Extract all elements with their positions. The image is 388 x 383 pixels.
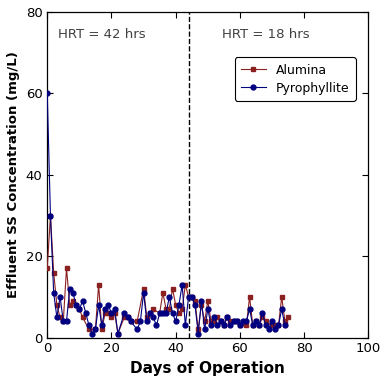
Alumina [263, 319, 268, 324]
Pyrophyllite [247, 307, 252, 311]
Alumina [286, 315, 291, 319]
Pyrophyllite [263, 323, 268, 328]
Pyrophyllite [282, 323, 287, 328]
Alumina [270, 323, 274, 328]
Line: Pyrophyllite: Pyrophyllite [45, 91, 288, 336]
Alumina [225, 315, 229, 319]
Pyrophyllite [99, 323, 104, 328]
Pyrophyllite [45, 91, 50, 96]
Alumina [48, 213, 53, 218]
Pyrophyllite [90, 331, 95, 336]
X-axis label: Days of Operation: Days of Operation [130, 361, 285, 376]
Pyrophyllite [170, 311, 175, 316]
Alumina [116, 331, 120, 336]
Alumina [273, 323, 277, 328]
Line: Alumina: Alumina [45, 213, 291, 336]
Pyrophyllite [128, 319, 133, 324]
Legend: Alumina, Pyrophyllite: Alumina, Pyrophyllite [235, 57, 356, 101]
Text: HRT = 42 hrs: HRT = 42 hrs [58, 28, 146, 41]
Alumina [45, 266, 50, 271]
Text: HRT = 18 hrs: HRT = 18 hrs [222, 28, 310, 41]
Y-axis label: Effluent SS Concentration (mg/L): Effluent SS Concentration (mg/L) [7, 51, 20, 298]
Alumina [244, 323, 249, 328]
Alumina [215, 315, 220, 319]
Pyrophyllite [254, 319, 258, 324]
